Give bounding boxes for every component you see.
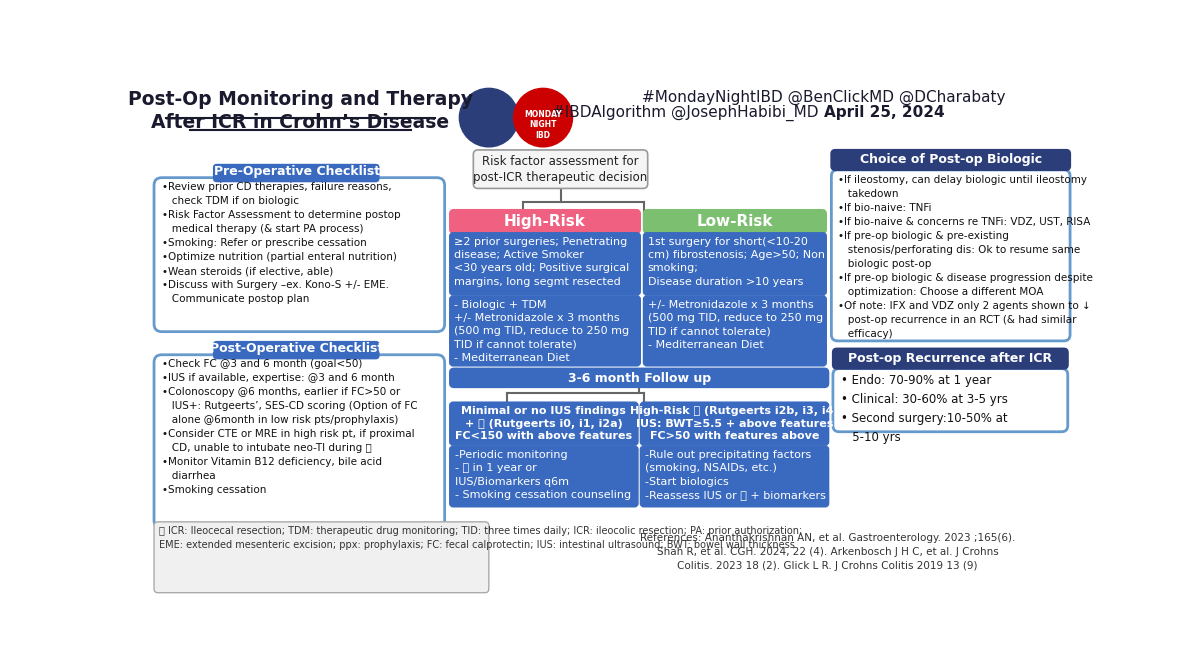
FancyBboxPatch shape: [641, 403, 828, 445]
Text: •Review prior CD therapies, failure reasons,
   check TDM if on biologic
•Risk F: •Review prior CD therapies, failure reas…: [161, 182, 400, 304]
Text: #IBDAlgorithm @JosephHabibi_MD: #IBDAlgorithm @JosephHabibi_MD: [552, 106, 823, 122]
Text: Choice of Post-op Biologic: Choice of Post-op Biologic: [859, 153, 1042, 166]
Text: Post-Op Monitoring and Therapy
After ICR in Crohn’s Disease: Post-Op Monitoring and Therapy After ICR…: [128, 90, 473, 132]
Text: Post-Operative Checklist: Post-Operative Checklist: [210, 343, 384, 355]
Text: Risk factor assessment for
post-ICR therapeutic decision: Risk factor assessment for post-ICR ther…: [473, 155, 648, 183]
FancyBboxPatch shape: [213, 164, 380, 182]
FancyBboxPatch shape: [833, 349, 1068, 369]
FancyBboxPatch shape: [832, 170, 1070, 341]
Circle shape: [459, 88, 519, 147]
FancyBboxPatch shape: [451, 403, 638, 445]
Text: • Endo: 70-90% at 1 year
• Clinical: 30-60% at 3-5 yrs
• Second surgery:10-50% a: • Endo: 70-90% at 1 year • Clinical: 30-…: [840, 374, 1007, 444]
FancyBboxPatch shape: [451, 296, 641, 366]
Text: Post-op Recurrence after ICR: Post-op Recurrence after ICR: [848, 351, 1053, 365]
Text: #MondayNightIBD @BenClickMD @DCharabaty: #MondayNightIBD @BenClickMD @DCharabaty: [642, 90, 1005, 105]
Text: -Rule out precipitating factors
(smoking, NSAIDs, etc.)
-Start biologics
-Reasse: -Rule out precipitating factors (smoking…: [645, 450, 826, 500]
Text: April 25, 2024: April 25, 2024: [823, 106, 944, 120]
Text: +/- Metronidazole x 3 months
(500 mg TID, reduce to 250 mg
TID if cannot tolerat: +/- Metronidazole x 3 months (500 mg TID…: [648, 300, 823, 349]
FancyBboxPatch shape: [451, 233, 641, 295]
FancyBboxPatch shape: [833, 369, 1068, 432]
Text: 🎥 ICR: Ileocecal resection; TDM: therapeutic drug monitoring; TID: three times d: 🎥 ICR: Ileocecal resection; TDM: therape…: [159, 526, 802, 550]
Text: 1st surgery for short(<10-20
cm) fibrostenosis; Age>50; Non
smoking;
Disease dur: 1st surgery for short(<10-20 cm) fibrost…: [648, 237, 825, 286]
Text: High-Risk: High-Risk: [504, 214, 586, 229]
Circle shape: [514, 88, 572, 147]
FancyBboxPatch shape: [644, 210, 826, 233]
Text: Low-Risk: Low-Risk: [697, 214, 773, 229]
FancyBboxPatch shape: [644, 233, 826, 295]
Text: Pre-Operative Checklist: Pre-Operative Checklist: [214, 165, 380, 178]
FancyBboxPatch shape: [213, 341, 380, 360]
Text: High-Risk 🎥 (Rutgeerts i2b, i3, i4)
IUS: BWT≥5.5 + above features
FC>50 with fea: High-Risk 🎥 (Rutgeerts i2b, i3, i4) IUS:…: [630, 407, 839, 441]
FancyBboxPatch shape: [154, 355, 445, 528]
Text: MONDAY
NIGHT
IBD: MONDAY NIGHT IBD: [525, 110, 562, 140]
Text: •Check FC @3 and 6 month (goal<50)
•IUS if available, expertise: @3 and 6 month
: •Check FC @3 and 6 month (goal<50) •IUS …: [161, 360, 417, 495]
FancyBboxPatch shape: [154, 177, 445, 332]
Text: Minimal or no IUS findings
+ 🎀 (Rutgeerts i0, i1, i2a)
FC<150 with above feature: Minimal or no IUS findings + 🎀 (Rutgeert…: [455, 407, 632, 441]
FancyBboxPatch shape: [451, 210, 641, 233]
FancyBboxPatch shape: [641, 446, 828, 507]
Text: References: Ananthakrishnan AN, et al. Gastroenterology. 2023 ;165(6).
Shah R, e: References: Ananthakrishnan AN, et al. G…: [639, 534, 1016, 571]
FancyBboxPatch shape: [832, 150, 1070, 170]
FancyBboxPatch shape: [451, 369, 828, 387]
Text: 3-6 month Follow up: 3-6 month Follow up: [568, 372, 711, 384]
FancyBboxPatch shape: [644, 296, 826, 366]
Text: •If ileostomy, can delay biologic until ileostomy
   takedown
•If bio-naive: TNF: •If ileostomy, can delay biologic until …: [838, 175, 1092, 339]
FancyBboxPatch shape: [451, 446, 638, 507]
FancyBboxPatch shape: [473, 150, 648, 188]
Text: ≥2 prior surgeries; Penetrating
disease; Active Smoker
<30 years old; Positive s: ≥2 prior surgeries; Penetrating disease;…: [454, 237, 630, 286]
Text: -Periodic monitoring
- 🎀 in 1 year or
IUS/Biomarkers q6m
- Smoking cessation cou: -Periodic monitoring - 🎀 in 1 year or IU…: [455, 450, 631, 500]
FancyBboxPatch shape: [154, 522, 489, 593]
Text: - Biologic + TDM
+/- Metronidazole x 3 months
(500 mg TID, reduce to 250 mg
TID : - Biologic + TDM +/- Metronidazole x 3 m…: [454, 300, 629, 363]
